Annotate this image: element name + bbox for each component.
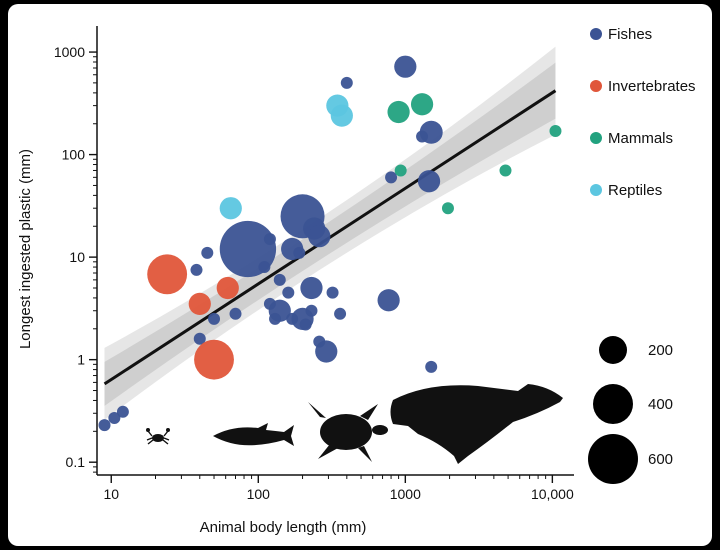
- legend-marker: [590, 132, 602, 144]
- whale-silhouette: [390, 384, 563, 464]
- y-tick-label: 100: [62, 147, 86, 163]
- x-tick-label: 100: [247, 486, 271, 502]
- crab-silhouette: [146, 428, 170, 445]
- series-reptiles: [219, 94, 353, 220]
- data-point: [419, 120, 443, 144]
- size-legend-circle: [599, 336, 627, 364]
- scatter-chart: 10 100 1000 10,000 0.1 1 10 100 1000 Fishes Inver…: [17, 26, 696, 536]
- legend: Fishes Invertebrates Mammals Reptiles: [590, 26, 696, 199]
- data-point: [305, 304, 318, 317]
- data-points: [98, 55, 562, 432]
- data-point: [549, 124, 562, 137]
- animal-silhouettes: [146, 384, 563, 464]
- y-tick-label: 1000: [54, 44, 85, 60]
- size-legend-label: 400: [648, 396, 673, 413]
- legend-label: Mammals: [608, 130, 673, 147]
- legend-marker: [590, 184, 602, 196]
- data-point: [334, 307, 347, 320]
- data-point: [147, 254, 188, 295]
- data-point: [499, 164, 512, 177]
- fish-silhouette: [213, 423, 294, 446]
- data-point: [387, 100, 410, 124]
- series-invertebrates: [147, 254, 239, 380]
- data-point: [293, 246, 306, 259]
- data-point: [263, 233, 276, 246]
- size-legend-circle: [593, 384, 633, 424]
- turtle-silhouette: [308, 402, 388, 462]
- legend-label: Invertebrates: [608, 78, 696, 95]
- data-point: [98, 419, 111, 432]
- data-point: [300, 276, 323, 300]
- data-point: [394, 55, 417, 78]
- data-point: [385, 171, 398, 184]
- y-axis-label: Longest ingested plastic (mm): [17, 149, 34, 349]
- legend-label: Fishes: [608, 26, 652, 43]
- data-point: [193, 332, 206, 345]
- axes: 10 100 1000 10,000 0.1 1 10 100 1000: [54, 26, 574, 502]
- data-point: [417, 170, 441, 193]
- data-point: [201, 246, 214, 259]
- data-point: [299, 318, 312, 331]
- data-point: [216, 276, 239, 300]
- data-point: [315, 340, 338, 363]
- data-point: [229, 307, 242, 320]
- data-point: [394, 164, 407, 177]
- data-point: [258, 261, 271, 274]
- chart-panel: 10 100 1000 10,000 0.1 1 10 100 1000 Fishes Inver…: [8, 4, 712, 546]
- x-tick-label: 10,000: [531, 486, 574, 502]
- data-point: [330, 104, 353, 127]
- data-point: [208, 312, 221, 325]
- data-point: [194, 339, 234, 380]
- x-axis-label: Animal body length (mm): [200, 519, 367, 536]
- data-point: [273, 273, 286, 286]
- y-tick-label: 0.1: [66, 454, 86, 470]
- data-point: [377, 289, 400, 312]
- data-point: [326, 286, 339, 299]
- data-point: [116, 405, 129, 418]
- data-point: [190, 263, 203, 276]
- data-point: [425, 360, 438, 373]
- y-tick-label: 10: [69, 249, 85, 265]
- size-legend-label: 600: [648, 451, 673, 468]
- size-legend-label: 200: [648, 342, 673, 359]
- data-point: [219, 197, 242, 220]
- y-tick-label: 1: [77, 352, 85, 368]
- data-point: [441, 202, 454, 215]
- data-point: [108, 411, 121, 424]
- size-legend: 200 400 600: [588, 336, 673, 484]
- legend-marker: [590, 28, 602, 40]
- x-tick-label: 1000: [390, 486, 421, 502]
- data-point: [308, 225, 331, 248]
- size-legend-circle: [588, 434, 638, 484]
- legend-marker: [590, 80, 602, 92]
- data-point: [188, 292, 211, 315]
- legend-label: Reptiles: [608, 182, 662, 199]
- data-point: [269, 312, 282, 325]
- series-fishes: [98, 55, 443, 432]
- data-point: [410, 93, 434, 116]
- data-point: [282, 286, 295, 299]
- series-mammals: [387, 93, 562, 215]
- x-tick-label: 10: [103, 486, 119, 502]
- data-point: [340, 76, 353, 89]
